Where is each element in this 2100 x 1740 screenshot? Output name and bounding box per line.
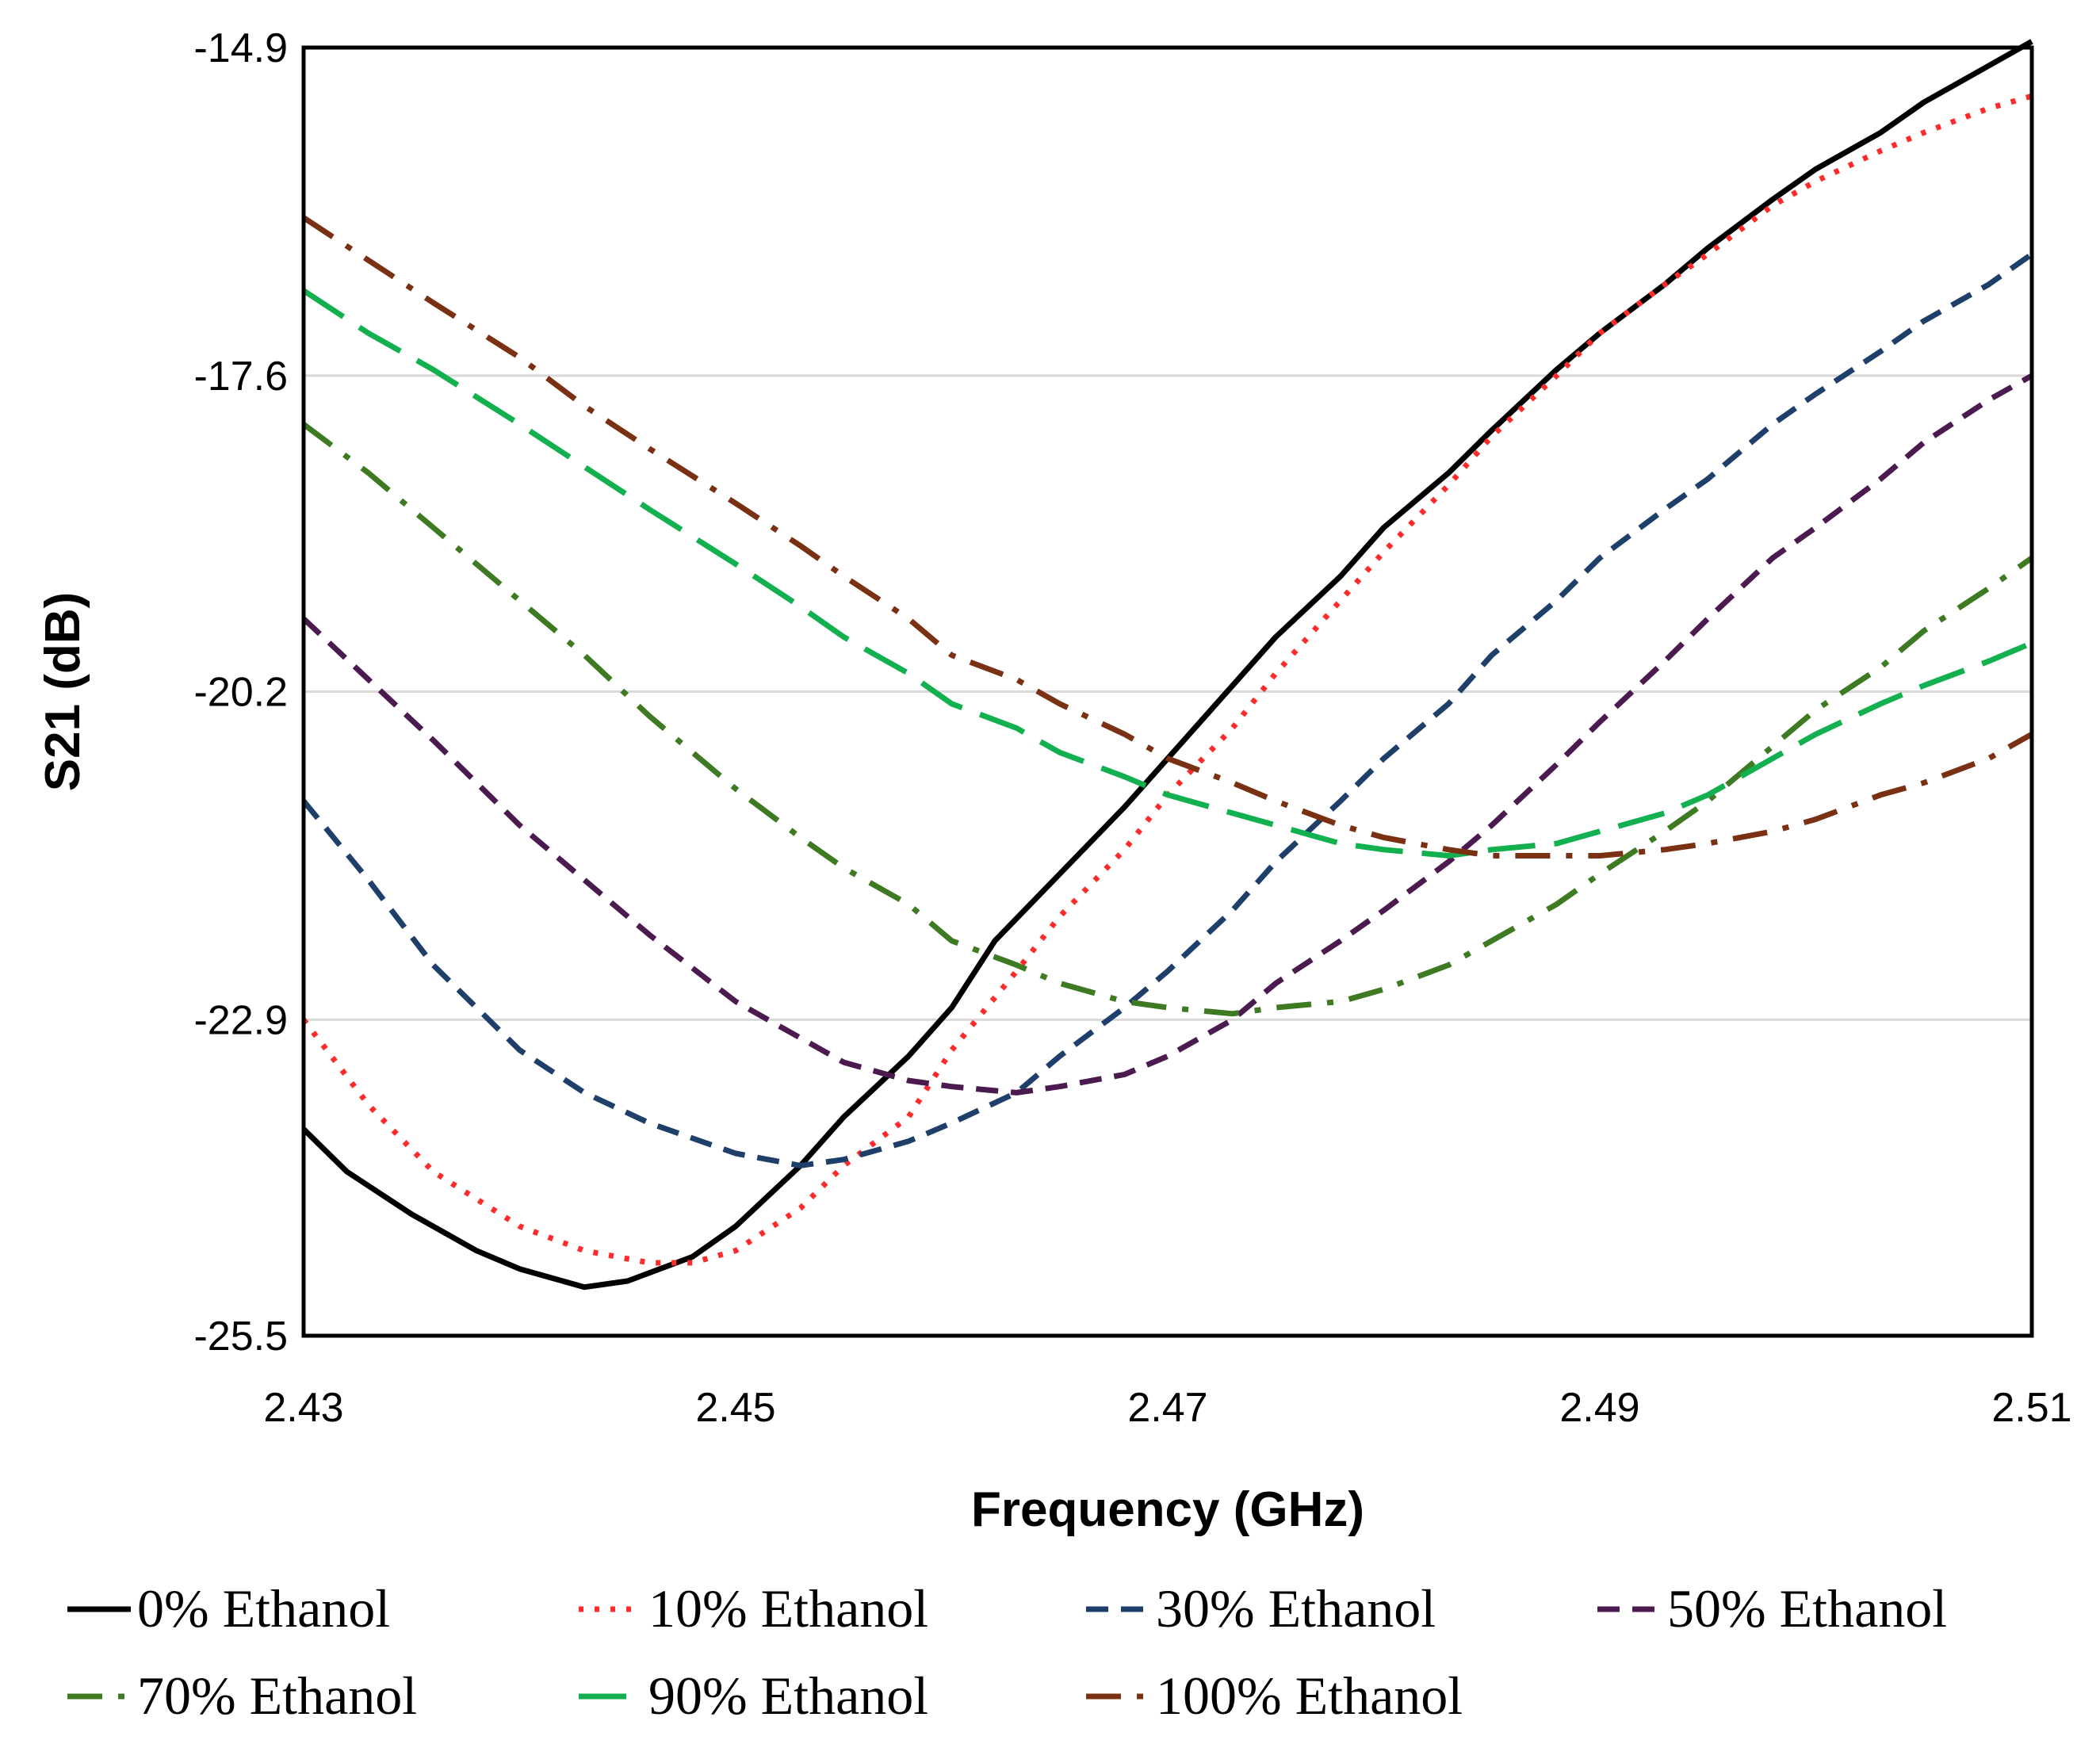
series-line-4 (301, 373, 2033, 1096)
legend-label: 90% Ethanol (648, 1665, 928, 1726)
series-line-5 (301, 422, 2034, 1017)
legend-label: 30% Ethanol (1156, 1578, 1436, 1639)
x-axis-title: Frequency (GHz) (971, 1482, 1364, 1537)
legend-label: 0% Ethanol (137, 1578, 390, 1639)
series-line-7 (302, 215, 2033, 859)
legend: 0% Ethanol 10% Ethanol 30% Ethanol 50% Etha… (67, 1578, 1947, 1726)
plot-frame (301, 45, 2034, 1338)
y-tick-label: -22.9 (193, 997, 288, 1043)
x-tick-label: 2.47 (1127, 1385, 1207, 1431)
legend-label: 100% Ethanol (1156, 1665, 1463, 1726)
legend-label: 70% Ethanol (137, 1665, 417, 1726)
y-axis-title: S21 (dB) (36, 592, 90, 791)
series-line-6 (302, 288, 2033, 859)
x-tick-label: 2.43 (263, 1385, 343, 1431)
legend-label: 50% Ethanol (1667, 1578, 1947, 1639)
y-tick-label: -25.5 (193, 1314, 288, 1359)
x-tick-label: 2.51 (1991, 1385, 2071, 1431)
y-tick-label: -14.9 (193, 25, 288, 71)
y-axis-ticks: -14.9 -17.6 -20.2 -22.9 -25.5 (193, 25, 288, 1359)
series-line-2 (301, 93, 2033, 1266)
x-axis-ticks: 2.43 2.45 2.47 2.49 2.51 (263, 1385, 2071, 1431)
legend-label: 10% Ethanol (648, 1578, 928, 1639)
y-tick-label: -20.2 (193, 670, 288, 716)
x-tick-label: 2.49 (1559, 1385, 1639, 1431)
gridlines (304, 46, 2032, 1337)
series-layer (301, 39, 2034, 1291)
x-tick-label: 2.45 (695, 1385, 775, 1431)
series-line-1 (301, 39, 2033, 1291)
y-tick-label: -17.6 (193, 354, 288, 400)
